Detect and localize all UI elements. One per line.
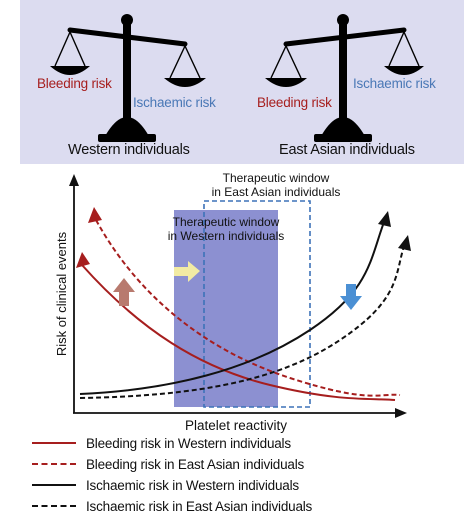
x-axis-arrowhead [395,408,407,418]
western-bleeding-label: Bleeding risk [37,76,112,91]
east-asian-bleeding-label: Bleeding risk [257,95,332,110]
legend-swatch [32,505,76,507]
bleeding-east-asian-arrowhead [88,207,102,223]
legend-label: Ischaemic risk in East Asian individuals [86,498,313,514]
western-ischaemic-label: Ischaemic risk [133,95,216,110]
east-asian-therapeutic-window [203,200,311,408]
scales-panel [20,0,464,164]
x-axis-label: Platelet reactivity [185,418,287,433]
ischaemic-east-asian-curve [79,245,405,399]
legend-item-ischaemic-east-asian: Ischaemic risk in East Asian individuals [32,497,312,515]
bleeding-western-curve [81,264,396,401]
legend-label: Bleeding risk in East Asian individuals [86,456,305,472]
legend-swatch [32,463,76,465]
risk-graph: Risk of clinical events Platelet reactiv… [54,171,411,433]
legend-label: Ischaemic risk in Western individuals [86,477,299,493]
ischaemic-east-asian-arrowhead [398,235,411,251]
bleeding-western-arrowhead [76,252,90,268]
east-asian-caption: East Asian individuals [279,142,415,158]
western-window-label-line1: Therapeutic window [173,215,280,229]
east-asian-window-label-line1: Therapeutic window [223,171,330,185]
bleeding-east-asian-curve [95,219,401,397]
legend-swatch [32,484,76,486]
up-arrow-icon [113,278,135,306]
y-axis-label: Risk of clinical events [54,231,69,356]
western-caption: Western individuals [68,142,190,158]
east-asian-scale-icon [265,14,424,142]
legend-label: Bleeding risk in Western individuals [86,435,291,451]
y-axis-arrowhead [69,174,79,186]
right-arrow-icon [174,261,200,282]
legend-swatch [32,442,76,444]
ischaemic-western-arrowhead [378,211,391,227]
western-window-label-line2: in Western individuals [168,229,285,243]
down-arrow-icon [340,284,362,310]
legend-item-bleeding-east-asian: Bleeding risk in East Asian individuals [32,455,304,473]
east-asian-window-label-line2: in East Asian individuals [212,185,341,199]
legend-item-bleeding-western: Bleeding risk in Western individuals [32,434,291,452]
western-therapeutic-window [174,210,278,407]
east-asian-ischaemic-label: Ischaemic risk [353,76,436,91]
legend-item-ischaemic-western: Ischaemic risk in Western individuals [32,476,299,494]
ischaemic-western-curve [79,221,385,395]
western-scale-icon [50,14,206,142]
